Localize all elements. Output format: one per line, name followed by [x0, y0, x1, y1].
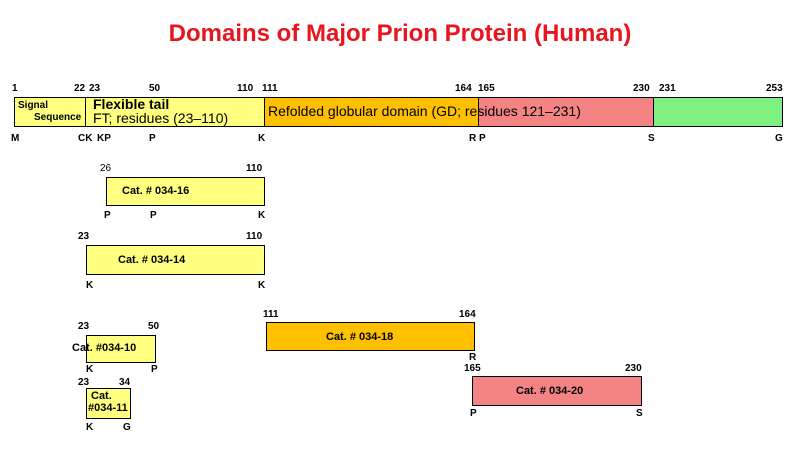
- fragment-start: 23: [78, 231, 90, 242]
- fragment-start: 111: [263, 309, 279, 320]
- residue: S: [648, 133, 655, 144]
- residue: S: [636, 408, 643, 419]
- position: 1: [12, 83, 18, 94]
- residue: K: [86, 422, 94, 433]
- signal-segment: [14, 97, 86, 127]
- residue: M: [11, 133, 20, 144]
- fragment-label: Cat.: [91, 390, 112, 402]
- position: 111: [262, 83, 278, 94]
- fragment-box: [472, 376, 642, 406]
- residue: K: [86, 280, 94, 291]
- fragment-end: 164: [459, 309, 476, 320]
- residue: P: [150, 210, 157, 221]
- fragment-box: [266, 322, 475, 351]
- residue: G: [775, 133, 783, 144]
- flexible-segment: [85, 97, 265, 127]
- position: 165: [478, 83, 495, 94]
- fragment-label: Cat. # 034-16: [122, 185, 190, 197]
- fragment-box: [106, 177, 265, 206]
- title: Domains of Major Prion Protein (Human): [168, 20, 632, 47]
- residue: G: [123, 422, 131, 433]
- flexible-label: FT; residues (23–110): [93, 110, 229, 126]
- flexible-label: Flexible tail: [93, 96, 170, 112]
- residue: P: [104, 210, 111, 221]
- residue: R: [469, 133, 477, 144]
- residue: KP: [97, 133, 111, 144]
- globular-segment: [264, 97, 479, 127]
- residue: K: [258, 133, 266, 144]
- fragment-label: Cat. # 034-20: [516, 385, 584, 397]
- position: 50: [149, 83, 161, 94]
- fragment-start: 165: [464, 363, 481, 374]
- residue: K: [258, 210, 266, 221]
- fragment-label: Cat. # 034-14: [118, 254, 186, 266]
- globular-label: Refolded globular domain (GD; residues 1…: [268, 103, 581, 119]
- position: 110: [237, 83, 254, 94]
- c-terminal-segment: [653, 97, 783, 127]
- fragment-label: Cat. # 034-18: [326, 331, 394, 343]
- fragment-end: 110: [246, 231, 263, 242]
- fragment-label: Cat. #034-10: [72, 342, 137, 354]
- fragment-end: 34: [119, 377, 131, 388]
- position: 23: [89, 83, 101, 94]
- residue: P: [149, 133, 156, 144]
- residue: P: [470, 408, 477, 419]
- residue: R: [469, 352, 477, 363]
- fragment-start: 26: [100, 163, 112, 174]
- fragment-box: [86, 388, 131, 419]
- fragment-label: #034-11: [88, 402, 128, 414]
- position: 164: [455, 83, 472, 94]
- signal-label: Sequence: [34, 112, 82, 123]
- residue: K: [258, 280, 266, 291]
- residue: P: [151, 364, 158, 375]
- fragment-end: 50: [148, 321, 160, 332]
- fragment-end: 110: [246, 163, 263, 174]
- fragment-box: [86, 245, 265, 275]
- position: 230: [633, 83, 650, 94]
- fragment-box: [86, 335, 156, 363]
- position: 22: [74, 83, 86, 94]
- position: 231: [659, 83, 676, 94]
- signal-label: Signal: [18, 100, 49, 111]
- residue: CK: [78, 133, 93, 144]
- residue: K: [86, 364, 94, 375]
- position: 253: [766, 83, 783, 94]
- fragment-end: 230: [625, 363, 642, 374]
- fragment-start: 23: [78, 321, 90, 332]
- globular-end-segment: [478, 97, 654, 127]
- fragment-start: 23: [78, 377, 90, 388]
- residue: P: [479, 133, 486, 144]
